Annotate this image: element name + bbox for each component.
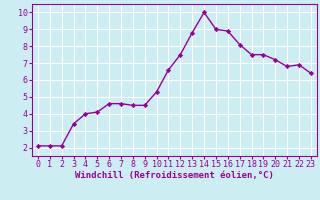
X-axis label: Windchill (Refroidissement éolien,°C): Windchill (Refroidissement éolien,°C) (75, 171, 274, 180)
